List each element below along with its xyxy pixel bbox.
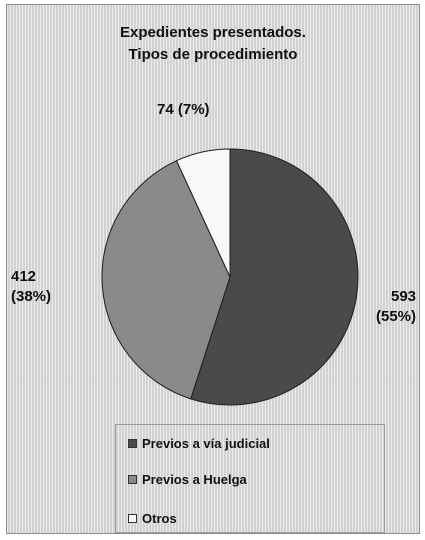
legend-label-previos-huelga: Previos a Huelga xyxy=(142,471,247,487)
data-label-otros: 74 (7%) xyxy=(157,101,210,118)
chart-title-line-2: Tipos de procedimiento xyxy=(128,46,298,63)
data-label-previos-judicial-value: 593 xyxy=(390,288,417,305)
data-label-previos-huelga-value: 412 xyxy=(11,268,37,285)
legend-item-previos-huelga: Previos a Huelga xyxy=(128,470,247,488)
data-label-previos-judicial: 593 (55%) xyxy=(376,287,416,327)
chart-legend: Previos a vía judicial Previos a Huelga … xyxy=(115,424,385,533)
legend-label-otros: Otros xyxy=(142,510,177,526)
legend-item-previos-judicial: Previos a vía judicial xyxy=(128,434,270,452)
data-label-previos-huelga: 412 (38%) xyxy=(11,267,51,307)
legend-item-otros: Otros xyxy=(128,509,177,527)
data-label-previos-huelga-percent: (38%) xyxy=(11,288,52,305)
pie-slice-otros xyxy=(175,148,231,278)
legend-swatch-otros xyxy=(128,513,137,523)
legend-swatch-previos-judicial xyxy=(128,438,137,448)
legend-label-previos-judicial: Previos a vía judicial xyxy=(142,435,270,451)
legend-swatch-previos-huelga xyxy=(128,474,137,484)
pie-slice-previos-huelga xyxy=(101,160,231,400)
pie-slice-previos-judicial xyxy=(190,148,359,406)
chart-area: Expedientes presentados. Tipos de proced… xyxy=(6,4,420,534)
data-label-previos-judicial-percent: (55%) xyxy=(376,308,417,325)
chart-title-line-1: Expedientes presentados. xyxy=(120,24,306,41)
pie-chart xyxy=(101,148,359,406)
